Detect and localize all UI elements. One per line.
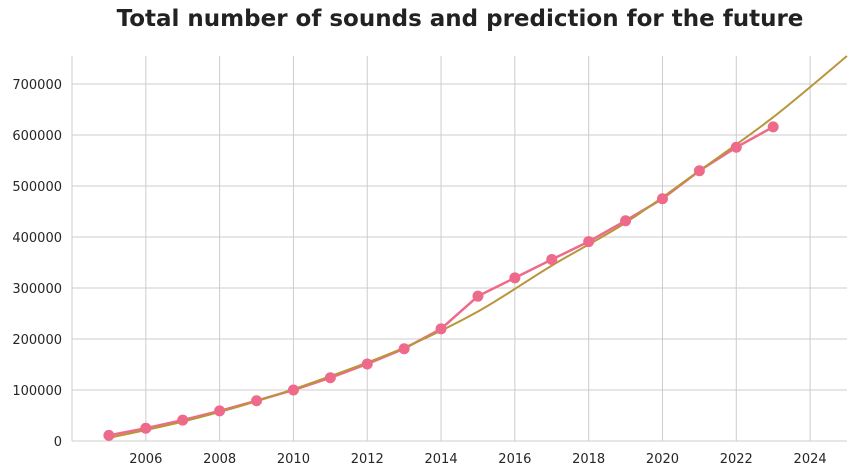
y-tick-label: 600000 [12,129,62,144]
data-point [251,395,263,407]
y-tick-label: 100000 [12,384,62,399]
data-point [472,290,484,302]
x-tick-label: 2022 [720,452,753,467]
grid-lines [72,56,847,442]
prediction-curve [108,55,848,439]
x-tick-label: 2016 [498,452,531,467]
data-point [324,372,336,384]
data-point [583,236,595,248]
x-tick-label: 2010 [277,452,310,467]
x-tick-label: 2008 [203,452,236,467]
y-tick-label: 500000 [12,180,62,195]
x-tick-label: 2012 [351,452,384,467]
data-point [546,253,558,265]
data-point [509,272,521,284]
data-point [398,343,410,355]
x-axis-ticks: 2006 2008 2010 2012 2014 2016 2018 2020 2022 2024 [129,452,826,467]
x-tick-label: 2014 [425,452,458,467]
data-point [177,414,189,426]
series-group [103,55,848,441]
x-tick-label: 2006 [129,452,162,467]
data-point [620,215,632,227]
x-tick-label: 2018 [572,452,605,467]
y-tick-label: 200000 [12,333,62,348]
data-point [287,384,299,396]
chart-title: Total number of sounds and prediction fo… [116,6,804,32]
y-tick-label: 700000 [12,78,62,93]
data-point [214,405,226,417]
y-tick-label: 400000 [12,231,62,246]
y-tick-label: 300000 [12,282,62,297]
data-point [730,141,742,153]
y-axis-ticks: 0 100000 200000 300000 400000 500000 600000 700… [12,78,62,450]
data-point [693,165,705,177]
x-tick-label: 2020 [646,452,679,467]
data-point [103,429,115,441]
data-point [361,358,373,370]
data-point [140,422,152,434]
axes [71,56,847,442]
data-point [435,323,447,335]
x-tick-label: 2024 [794,452,827,467]
data-point [767,121,779,133]
data-point [656,193,668,205]
y-tick-label: 0 [54,435,62,450]
